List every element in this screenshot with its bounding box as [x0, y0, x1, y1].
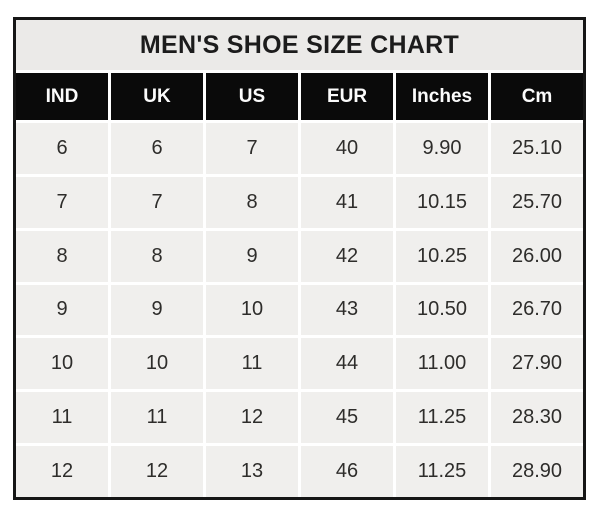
cell-eur: 42 — [301, 230, 393, 282]
cell-uk: 7 — [111, 176, 203, 228]
cell-us: 10 — [206, 284, 298, 336]
column-header-inches: Inches — [396, 73, 488, 120]
column-header-ind: IND — [16, 73, 108, 120]
shoe-size-table: MEN'S SHOE SIZE CHART IND UK US EUR Inch… — [13, 17, 586, 500]
cell-uk: 11 — [111, 392, 203, 444]
cell-inches: 10.50 — [396, 284, 488, 336]
cell-eur: 40 — [301, 123, 393, 174]
cell-inches: 11.25 — [396, 392, 488, 444]
column-header-cm: Cm — [491, 73, 583, 120]
column-header-uk: UK — [111, 73, 203, 120]
cell-inches: 11.25 — [396, 446, 488, 497]
cell-us: 11 — [206, 338, 298, 390]
cell-eur: 41 — [301, 176, 393, 228]
cell-cm: 28.30 — [491, 392, 583, 444]
cell-ind: 7 — [16, 176, 108, 228]
cell-uk: 6 — [111, 123, 203, 174]
cell-inches: 11.00 — [396, 338, 488, 390]
column-header-eur: EUR — [301, 73, 393, 120]
cell-eur: 46 — [301, 446, 393, 497]
cell-ind: 10 — [16, 338, 108, 390]
cell-us: 7 — [206, 123, 298, 174]
cell-cm: 26.00 — [491, 230, 583, 282]
cell-inches: 10.15 — [396, 176, 488, 228]
cell-uk: 10 — [111, 338, 203, 390]
cell-us: 8 — [206, 176, 298, 228]
cell-us: 12 — [206, 392, 298, 444]
cell-cm: 28.90 — [491, 446, 583, 497]
table-title: MEN'S SHOE SIZE CHART — [16, 20, 583, 70]
cell-ind: 9 — [16, 284, 108, 336]
cell-ind: 8 — [16, 230, 108, 282]
cell-cm: 26.70 — [491, 284, 583, 336]
cell-us: 9 — [206, 230, 298, 282]
cell-ind: 12 — [16, 446, 108, 497]
cell-uk: 8 — [111, 230, 203, 282]
column-header-us: US — [206, 73, 298, 120]
cell-eur: 44 — [301, 338, 393, 390]
cell-cm: 25.10 — [491, 123, 583, 174]
cell-eur: 43 — [301, 284, 393, 336]
cell-inches: 9.90 — [396, 123, 488, 174]
cell-eur: 45 — [301, 392, 393, 444]
cell-ind: 11 — [16, 392, 108, 444]
cell-inches: 10.25 — [396, 230, 488, 282]
cell-uk: 9 — [111, 284, 203, 336]
cell-ind: 6 — [16, 123, 108, 174]
cell-cm: 27.90 — [491, 338, 583, 390]
cell-uk: 12 — [111, 446, 203, 497]
cell-us: 13 — [206, 446, 298, 497]
cell-cm: 25.70 — [491, 176, 583, 228]
